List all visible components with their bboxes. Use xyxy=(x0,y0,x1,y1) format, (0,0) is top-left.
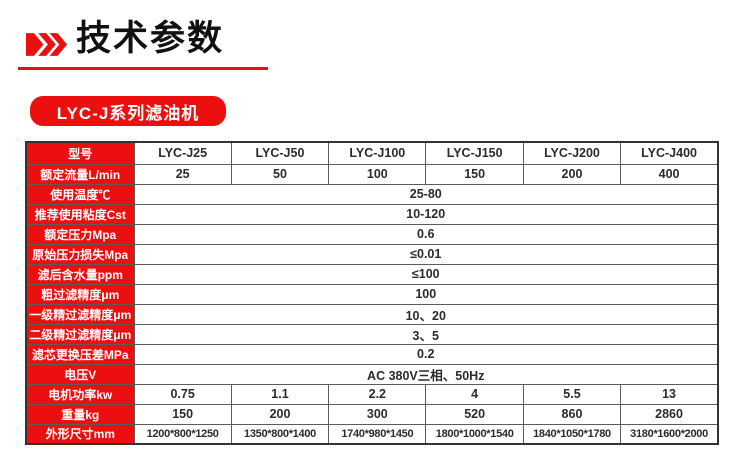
spec-value-cell-merged: 10-120 xyxy=(133,203,719,225)
table-row: 一级精过滤精度μm 10、20 xyxy=(25,303,719,325)
table-row: 电压V AC 380V三相、50Hz xyxy=(25,363,719,385)
spec-value-cell: 4 xyxy=(425,383,524,405)
spec-value-cell: 0.75 xyxy=(133,383,232,405)
table-row: 使用温度℃ 25-80 xyxy=(25,183,719,205)
spec-value-cell: 1.1 xyxy=(230,383,330,405)
spec-value-cell-merged: ≤0.01 xyxy=(133,243,719,265)
spec-row-label: 额定压力Mpa xyxy=(25,223,135,245)
spec-value-cell: 3180*1600*2000 xyxy=(620,423,719,445)
table-row: 额定流量L/min 25 50 100 150 200 400 xyxy=(25,163,719,185)
spec-value-cell: 1740*980*1450 xyxy=(328,423,427,445)
spec-value-cell: 1800*1000*1540 xyxy=(425,423,524,445)
spec-row-label: 二级精过滤精度μm xyxy=(25,323,135,345)
spec-value-cell: 860 xyxy=(522,403,622,425)
model-column-header: LYC-J200 xyxy=(522,141,622,165)
table-row: 额定压力Mpa 0.6 xyxy=(25,223,719,245)
spec-row-label: 电压V xyxy=(25,363,135,385)
spec-value-cell-merged: 0.2 xyxy=(133,343,719,365)
series-badge: LYC-J系列滤油机 xyxy=(30,96,226,126)
spec-value-cell: 50 xyxy=(230,163,330,185)
table-row: 外形尺寸mm 1200*800*1250 1350*800*1400 1740*980… xyxy=(25,423,719,445)
model-column-header: LYC-J150 xyxy=(425,141,524,165)
table-row: 重量kg 150 200 300 520 860 2860 xyxy=(25,403,719,425)
table-row: 型号 LYC-J25 LYC-J50 LYC-J100 LYC-J150 LYC-J200… xyxy=(25,141,719,165)
model-column-header: LYC-J100 xyxy=(328,141,427,165)
triple-right-chevrons-icon xyxy=(26,32,68,56)
spec-table-header: 型号 LYC-J25 LYC-J50 LYC-J100 LYC-J150 LYC-J200… xyxy=(25,141,719,165)
spec-value-cell: 13 xyxy=(620,383,719,405)
spec-value-cell: 300 xyxy=(328,403,427,425)
spec-value-cell: 1840*1050*1780 xyxy=(522,423,622,445)
spec-value-cell: 400 xyxy=(620,163,719,185)
table-row: 滤后含水量ppm ≤100 xyxy=(25,263,719,285)
table-row: 二级精过滤精度μm 3、5 xyxy=(25,323,719,345)
spec-row-label: 原始压力损失Mpa xyxy=(25,243,135,265)
model-column-header: LYC-J50 xyxy=(230,141,330,165)
spec-value-cell: 2.2 xyxy=(328,383,427,405)
table-row: 滤芯更换压差MPa 0.2 xyxy=(25,343,719,365)
spec-value-cell-merged: 3、5 xyxy=(133,323,719,345)
spec-value-cell-merged: 0.6 xyxy=(133,223,719,245)
model-column-header: LYC-J400 xyxy=(620,141,719,165)
spec-value-cell: 25 xyxy=(133,163,232,185)
spec-row-label: 额定流量L/min xyxy=(25,163,135,185)
spec-row-label: 电机功率kw xyxy=(25,383,135,405)
spec-table-body: 额定流量L/min 25 50 100 150 200 400 使用温度℃ 25-80 推荐使用粘… xyxy=(25,163,719,445)
spec-table: 型号 LYC-J25 LYC-J50 LYC-J100 LYC-J150 LYC-J200… xyxy=(25,141,719,445)
spec-value-cell: 150 xyxy=(425,163,524,185)
table-row: 电机功率kw 0.75 1.1 2.2 4 5.5 13 xyxy=(25,383,719,405)
spec-value-cell: 100 xyxy=(328,163,427,185)
page-title: 技术参数 xyxy=(76,19,225,58)
spec-row-label: 使用温度℃ xyxy=(25,183,135,205)
spec-row-label: 外形尺寸mm xyxy=(25,423,135,445)
spec-value-cell-merged: 10、20 xyxy=(133,303,719,325)
spec-value-cell: 1350*800*1400 xyxy=(230,423,330,445)
masthead: 技术参数 xyxy=(26,18,224,60)
spec-value-cell: 2860 xyxy=(620,403,719,425)
spec-row-label: 推荐使用粘度Cst xyxy=(25,203,135,225)
spec-value-cell: 200 xyxy=(522,163,622,185)
table-row: 原始压力损失Mpa ≤0.01 xyxy=(25,243,719,265)
spec-value-cell: 520 xyxy=(425,403,524,425)
model-row-label: 型号 xyxy=(25,141,135,165)
spec-value-cell-merged: 100 xyxy=(133,283,719,305)
title-underline-divider xyxy=(18,67,268,70)
spec-value-cell-merged: ≤100 xyxy=(133,263,719,285)
spec-value-cell: 150 xyxy=(133,403,232,425)
spec-value-cell-merged: 25-80 xyxy=(133,183,719,205)
spec-row-label: 粗过滤精度μm xyxy=(25,283,135,305)
spec-value-cell: 200 xyxy=(230,403,330,425)
table-row: 粗过滤精度μm 100 xyxy=(25,283,719,305)
table-row: 推荐使用粘度Cst 10-120 xyxy=(25,203,719,225)
spec-row-label: 滤后含水量ppm xyxy=(25,263,135,285)
spec-row-label: 重量kg xyxy=(25,403,135,425)
spec-value-cell: 1200*800*1250 xyxy=(133,423,232,445)
spec-row-label: 滤芯更换压差MPa xyxy=(25,343,135,365)
spec-value-cell: 5.5 xyxy=(522,383,622,405)
model-column-header: LYC-J25 xyxy=(133,141,232,165)
spec-value-cell-merged: AC 380V三相、50Hz xyxy=(133,363,719,385)
spec-row-label: 一级精过滤精度μm xyxy=(25,303,135,325)
